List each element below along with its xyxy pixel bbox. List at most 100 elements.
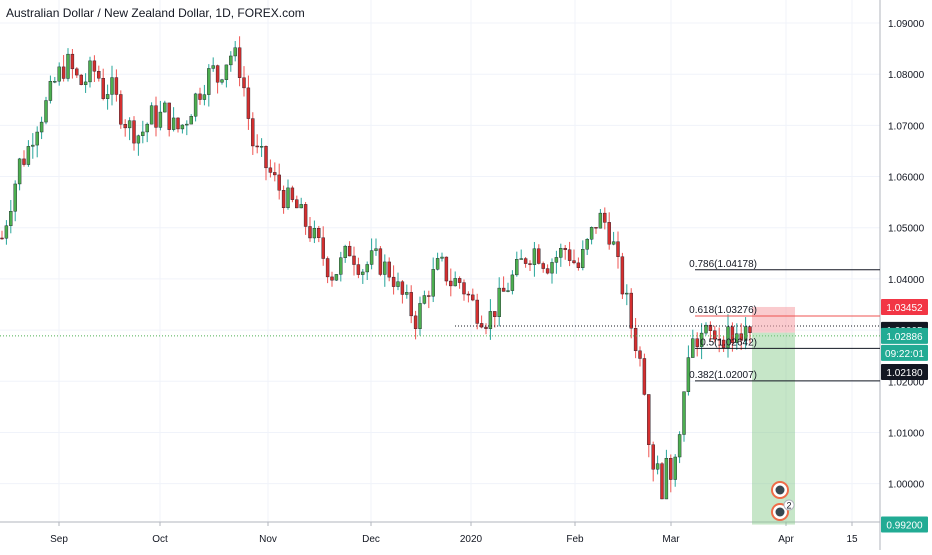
candle	[224, 64, 229, 80]
candle	[290, 187, 295, 200]
candle	[699, 332, 704, 347]
price-tag-label: 1.02886	[886, 332, 923, 343]
price-tag-label: 1.03452	[886, 303, 923, 314]
chart-title: Australian Dollar / New Zealand Dollar, …	[6, 6, 305, 20]
candle	[493, 311, 497, 317]
fib-level-label: 0.5(1.02642)	[700, 337, 757, 348]
candle	[308, 226, 312, 239]
candle	[435, 258, 440, 270]
candle	[339, 257, 343, 275]
candle	[440, 256, 444, 259]
candle	[581, 249, 585, 268]
candle	[31, 144, 35, 147]
event-count-text: 2	[786, 501, 791, 511]
candle	[651, 444, 655, 470]
candle	[264, 146, 268, 169]
price-tag	[881, 327, 928, 344]
price-tag	[881, 344, 928, 361]
candle	[691, 338, 695, 358]
y-tick-label: 1.08000	[888, 70, 925, 81]
candle	[647, 394, 651, 445]
candle	[660, 463, 664, 500]
candle	[444, 256, 449, 282]
y-tick-label: 1.07000	[888, 121, 925, 132]
candle	[365, 264, 369, 273]
candle	[0, 237, 4, 240]
price-tag-label: 1.02180	[886, 368, 923, 379]
candle	[185, 123, 189, 126]
candle	[48, 81, 53, 101]
candle	[180, 124, 185, 130]
candle	[193, 93, 198, 117]
candle	[198, 93, 202, 100]
candle	[189, 116, 193, 125]
price-tag-label: 09:22:01	[885, 349, 924, 360]
candle	[616, 241, 620, 257]
candle	[563, 248, 567, 250]
y-tick-label: 1.05000	[888, 224, 925, 235]
candle	[334, 274, 339, 281]
candle	[532, 248, 537, 265]
candle	[396, 281, 400, 287]
x-tick-label: 15	[846, 534, 858, 545]
candle	[629, 292, 633, 329]
candle	[171, 117, 176, 130]
candle	[229, 55, 233, 66]
candle	[418, 303, 422, 329]
candle	[413, 315, 418, 329]
candle	[127, 120, 132, 129]
candle	[730, 326, 735, 343]
candle	[405, 292, 409, 295]
y-tick-label: 1.06000	[888, 173, 925, 184]
candle	[409, 292, 413, 317]
candle	[748, 326, 752, 333]
y-tick-label: 1.01000	[888, 428, 925, 439]
candle	[572, 260, 576, 264]
event-count-badge	[783, 499, 795, 511]
candle	[83, 81, 88, 85]
candle	[510, 274, 515, 291]
candle	[620, 256, 625, 295]
candle	[550, 262, 554, 274]
candle	[422, 295, 427, 304]
candle	[149, 105, 154, 125]
candle	[567, 249, 572, 261]
candle	[325, 258, 330, 278]
price-tag	[881, 516, 928, 533]
candle	[163, 102, 167, 113]
candle	[519, 258, 523, 260]
candle	[35, 131, 39, 146]
candle	[625, 292, 629, 295]
candle	[523, 258, 528, 264]
candle	[704, 324, 708, 334]
candle	[611, 241, 616, 245]
candle	[638, 350, 642, 359]
stop-loss-zone	[752, 306, 795, 333]
candle	[158, 111, 163, 128]
candle	[559, 248, 563, 258]
candle	[607, 222, 611, 245]
candle	[369, 250, 374, 265]
candle	[717, 339, 721, 341]
x-tick-label: 2020	[460, 534, 483, 545]
candle	[154, 105, 158, 128]
candle	[528, 263, 532, 265]
candle	[735, 333, 739, 343]
candle	[39, 121, 44, 133]
candle	[295, 199, 299, 209]
candle	[220, 79, 224, 83]
candle	[273, 172, 277, 176]
candle	[303, 204, 308, 227]
candle	[387, 261, 391, 278]
candle	[132, 120, 136, 144]
candle	[383, 261, 387, 275]
candle	[686, 357, 691, 392]
candle	[453, 278, 457, 287]
candle	[466, 293, 471, 296]
candle	[669, 458, 673, 480]
candle	[391, 276, 396, 287]
candle	[145, 123, 149, 133]
candle	[22, 158, 26, 165]
